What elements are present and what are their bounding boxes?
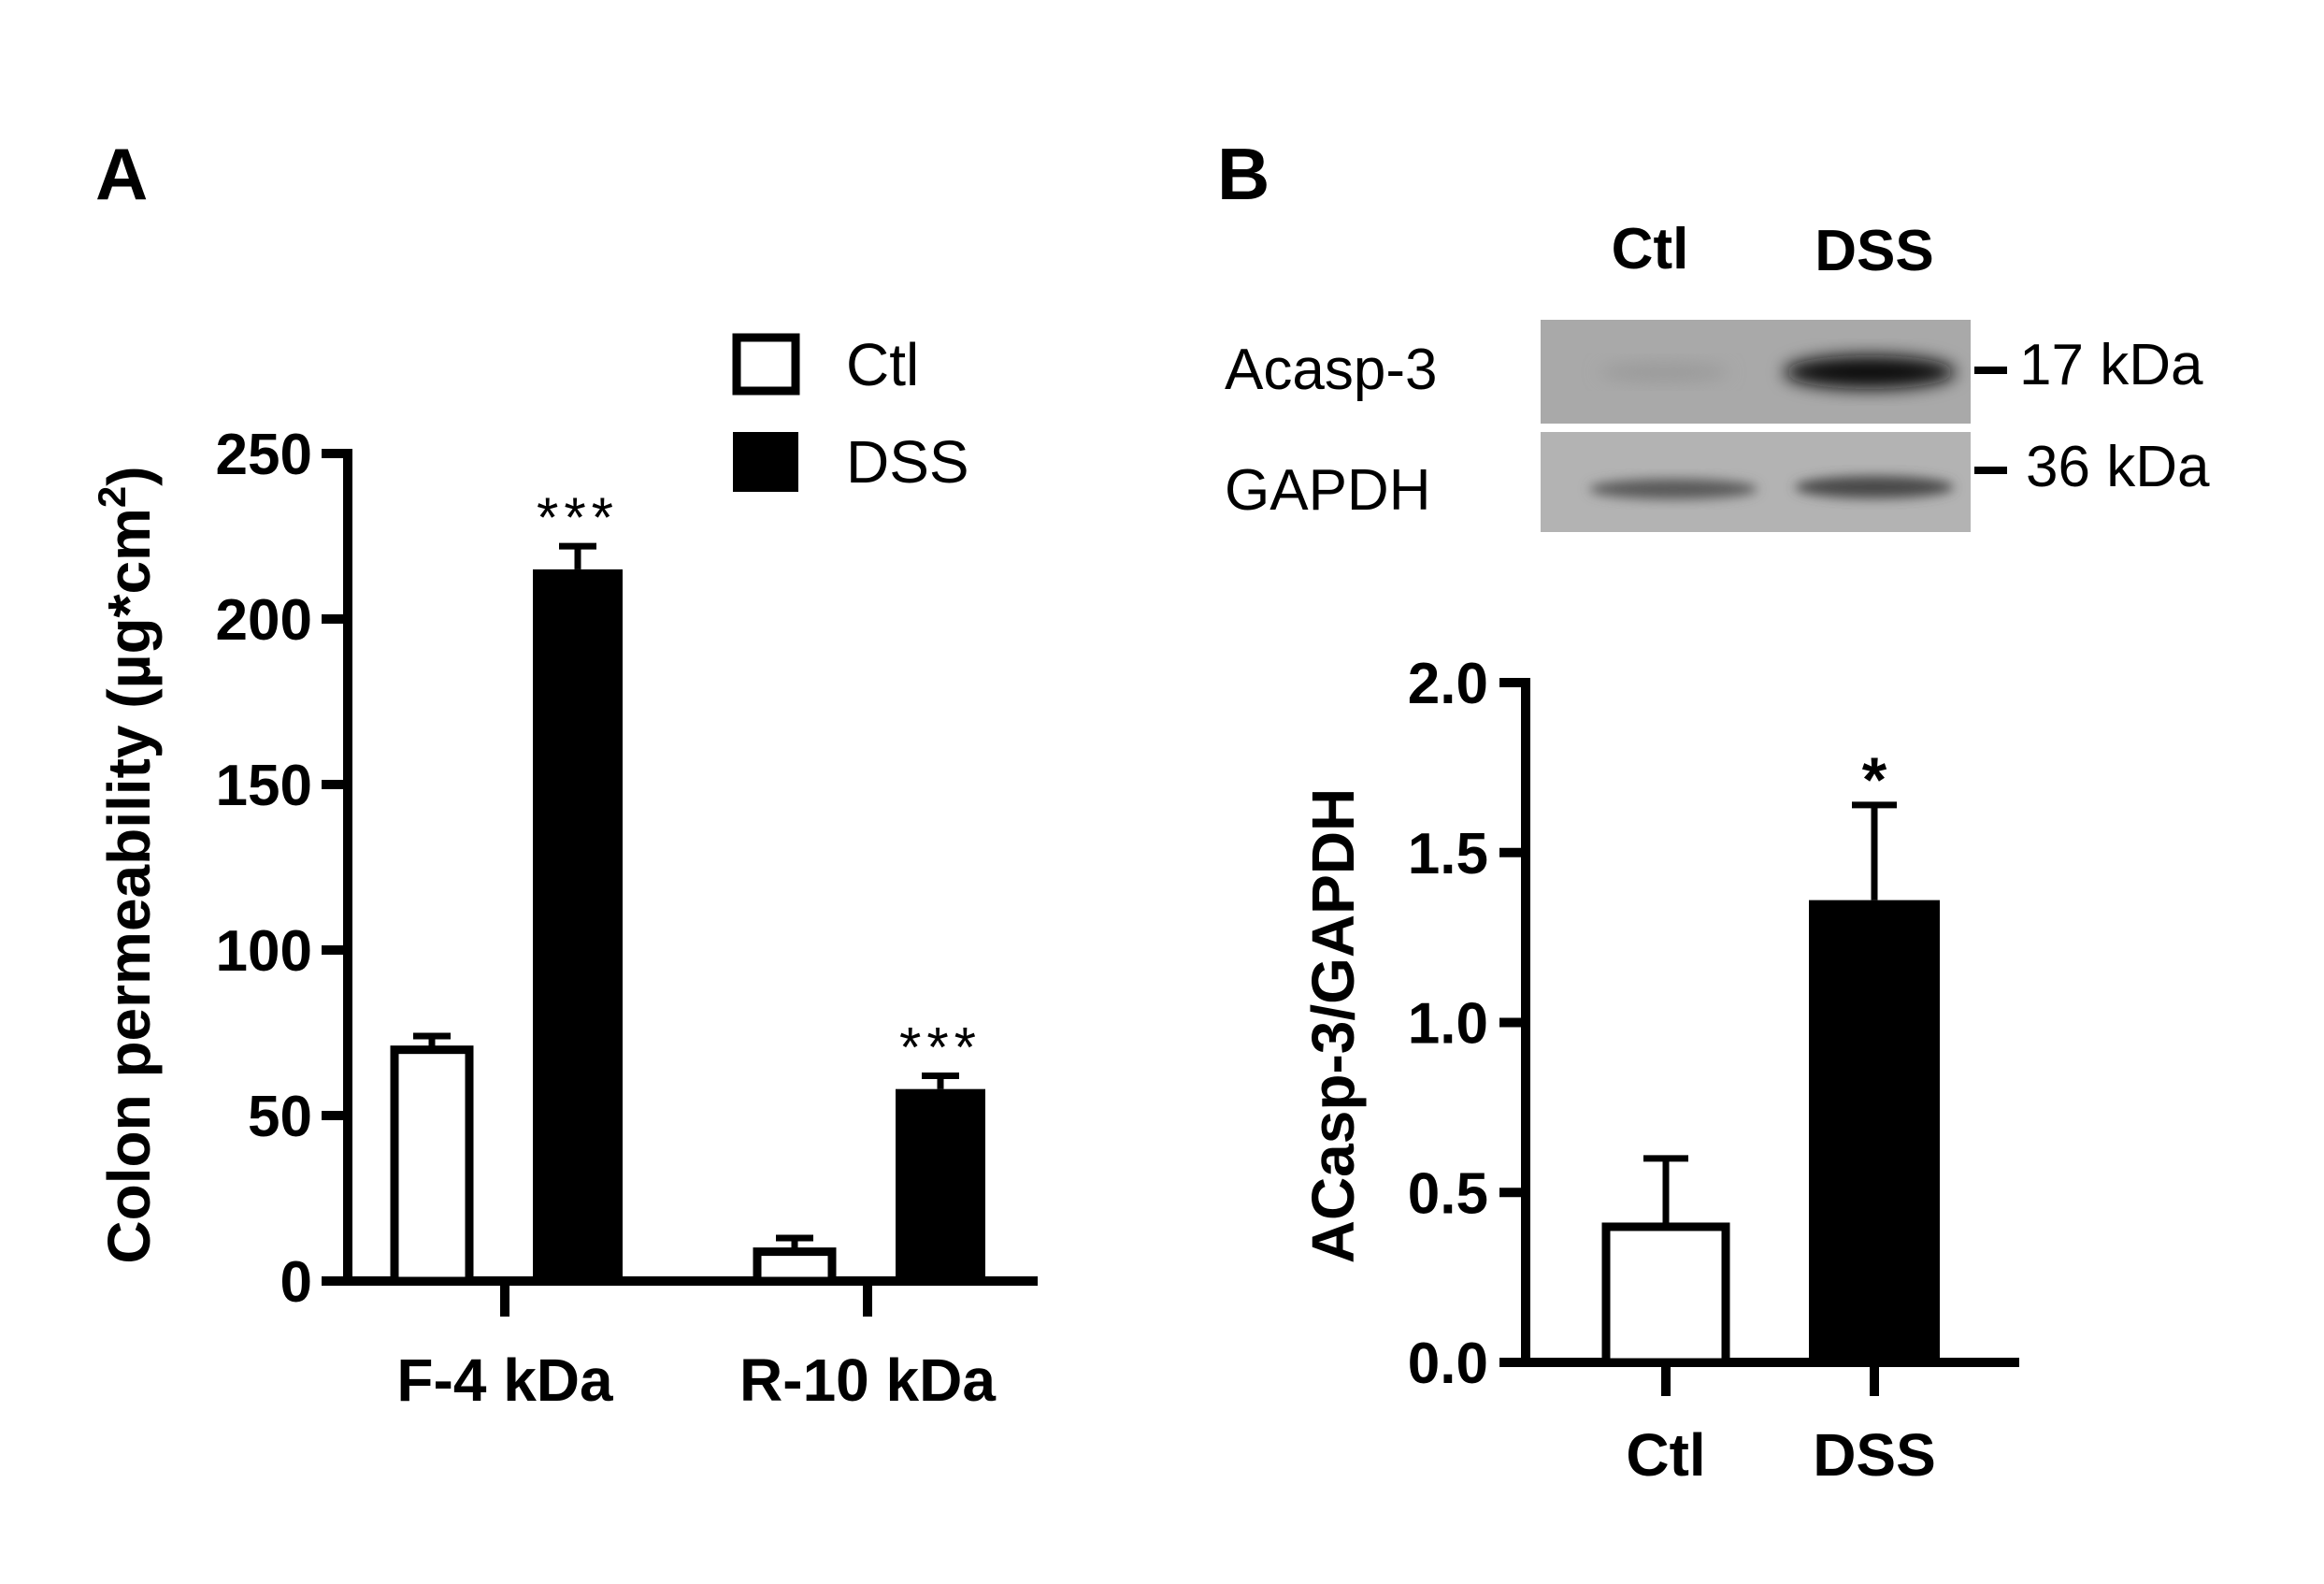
blot-row-label-gapdh: GAPDH (1225, 458, 1430, 523)
chart-a-legend: Ctl DSS (732, 331, 969, 496)
chart-b-y-axis-label: ACasp-3/GAPDH (1299, 788, 1367, 1264)
chart-b-x-tick-label: Ctl (1626, 1421, 1705, 1489)
chart-b-x-ticks: Ctl DSS (1626, 1362, 1936, 1489)
chart-a-y-tick-label: 250 (216, 423, 312, 487)
chart-b-y-tick-label: 0.0 (1408, 1332, 1488, 1396)
chart-a-significance-label: *** (899, 1016, 982, 1079)
legend-label-ctl: Ctl (846, 331, 919, 398)
chart-a-y-tick-label: 100 (216, 919, 312, 984)
chart-a-x-tick-label: R-10 kDa (739, 1346, 996, 1414)
chart-a-x-ticks: F-4 kDa R-10 kDa (396, 1281, 996, 1414)
chart-a-bar-ctl (753, 1247, 837, 1286)
blot-band-ctl-gapdh (1589, 479, 1757, 499)
chart-a-y-ticks: 0 50 100 150 200 250 (216, 423, 348, 1315)
panel-b-letter: B (1217, 133, 1270, 215)
chart-a-y-axis-label: Colon permeability (µg*cm2) (90, 466, 163, 1263)
chart-b-y-tick-label: 2.0 (1408, 652, 1488, 716)
chart-a-bar-ctl (390, 1045, 474, 1286)
chart-b-axes (1521, 678, 2019, 1367)
chart-b-bar-ctl (1601, 1222, 1730, 1367)
chart-a: 0 50 100 150 200 250 *** *** F-4 kDa R-10 kDa C… (90, 331, 1038, 1414)
chart-a-bars: *** *** (390, 486, 985, 1286)
chart-a-significance-label: *** (537, 486, 619, 549)
chart-a-y-axis-label-close: ) (95, 466, 163, 485)
chart-b-significance-label: * (1862, 744, 1887, 815)
blot-band-dss-gapdh (1795, 476, 1954, 498)
chart-b-bars: * (1601, 744, 1940, 1367)
chart-b-y-tick-label: 1.5 (1408, 822, 1488, 886)
blot-row-label-acasp3: Acasp-3 (1225, 338, 1437, 402)
chart-a-y-axis-label-superscript: 2 (90, 486, 134, 508)
blot-lane-label-dss: DSS (1815, 219, 1933, 283)
blot-band-dss-acasp3 (1784, 355, 1956, 389)
chart-a-y-axis-label-text: Colon permeability (µg*cm (95, 508, 163, 1264)
legend-swatch-dss (733, 432, 798, 492)
chart-a-y-tick-label: 200 (216, 588, 312, 653)
blot-band-ctl-acasp3 (1599, 363, 1729, 382)
legend-label-dss: DSS (846, 428, 969, 496)
chart-a-y-tick-label: 50 (248, 1085, 312, 1149)
chart-b-y-tick-label: 0.5 (1408, 1161, 1488, 1226)
blot-marker-17-kda: 17 kDa (2019, 333, 2203, 397)
blot-marker-36-kda: 36 kDa (2026, 435, 2210, 499)
chart-a-y-tick-label: 0 (280, 1250, 312, 1315)
chart-a-bar-dss (896, 1088, 985, 1281)
chart-b: 0.0 0.5 1.0 1.5 2.0 * Ctl DSS ACasp-3/GAPDH (1299, 652, 2019, 1489)
chart-b-x-tick-label: DSS (1813, 1421, 1936, 1489)
chart-b-bar-dss (1809, 900, 1940, 1362)
western-blot: Ctl DSS Acasp-3 GAPDH 17 kDa 36 kDa (1225, 217, 2210, 532)
panel-a-letter: A (95, 133, 148, 215)
chart-a-y-tick-label: 150 (216, 754, 312, 818)
chart-b-y-ticks: 0.0 0.5 1.0 1.5 2.0 (1408, 652, 1526, 1396)
chart-a-bar-dss (533, 569, 623, 1281)
chart-b-y-tick-label: 1.0 (1408, 992, 1488, 1057)
legend-swatch-ctl (732, 333, 800, 396)
chart-a-x-tick-label: F-4 kDa (396, 1346, 613, 1414)
blot-lane-label-ctl: Ctl (1612, 217, 1689, 281)
